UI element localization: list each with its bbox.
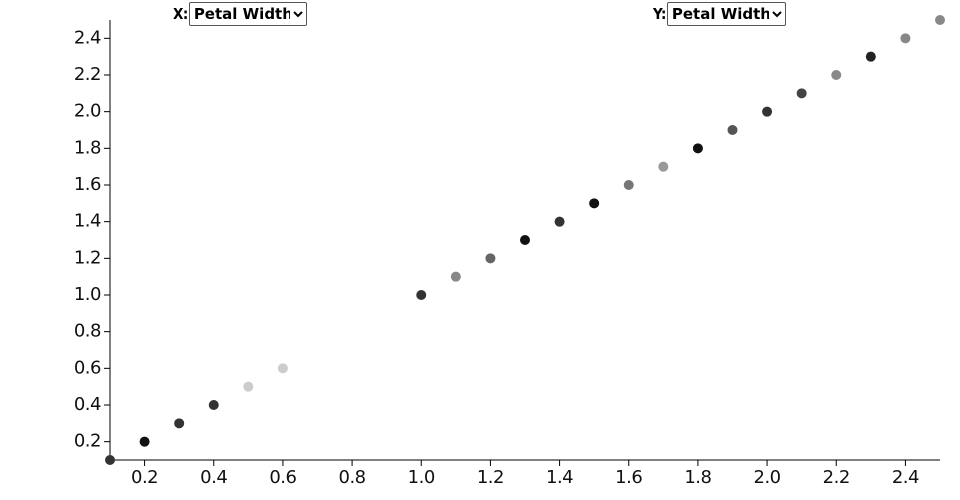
x-tick-label: 0.2: [131, 467, 158, 488]
x-tick-label: 2.0: [754, 467, 781, 488]
point: [554, 216, 565, 227]
x-select[interactable]: Petal Width: [188, 2, 307, 26]
y-select[interactable]: Petal Width: [666, 2, 786, 26]
point: [520, 235, 530, 245]
point: [865, 51, 876, 62]
x-tick-label: 1.6: [615, 467, 642, 488]
point: [174, 418, 185, 429]
y-tick-label: 0.8: [74, 321, 101, 342]
point: [762, 106, 773, 117]
point: [243, 381, 254, 392]
y-tick-label: 1.0: [74, 284, 101, 305]
y-tick-label: 1.6: [74, 174, 101, 195]
point: [692, 143, 703, 154]
x-tick-label: 1.8: [684, 467, 711, 488]
y-tick-label: 2.4: [74, 27, 101, 48]
point: [208, 400, 219, 410]
y-tick-label: 2.0: [74, 101, 101, 122]
x-tick-label: 2.2: [823, 467, 850, 488]
x-tick-label: 2.4: [892, 467, 919, 488]
y-tick-label: 0.6: [74, 357, 101, 378]
point: [727, 125, 738, 135]
x-tick-label: 1.2: [477, 467, 504, 488]
x-tick-label: 1.4: [546, 467, 573, 488]
y-tick-label: 1.8: [74, 137, 101, 158]
x-control: X: Petal Width: [173, 2, 307, 26]
point: [139, 436, 150, 447]
point: [277, 363, 288, 374]
y-label: Y:: [653, 5, 666, 23]
y-tick-label: 0.4: [74, 394, 101, 415]
point: [831, 70, 842, 80]
point: [416, 290, 427, 300]
point: [485, 253, 496, 264]
y-tick-label: 1.4: [74, 211, 101, 232]
y-control: Y: Petal Width: [653, 2, 786, 26]
point: [589, 198, 600, 209]
point: [450, 271, 461, 282]
x-tick-label: 0.6: [269, 467, 296, 488]
x-tick-label: 1.0: [408, 467, 435, 488]
y-tick-label: 0.2: [74, 431, 101, 452]
point: [658, 161, 669, 172]
point: [105, 455, 115, 465]
y-tick-label: 1.2: [74, 247, 101, 268]
point: [623, 180, 634, 190]
point: [796, 88, 807, 99]
point: [935, 15, 945, 25]
x-tick-label: 0.4: [200, 467, 227, 488]
point: [900, 33, 911, 44]
x-label: X:: [173, 5, 188, 23]
x-tick-label: 0.8: [339, 467, 366, 488]
y-tick-label: 2.2: [74, 64, 101, 85]
